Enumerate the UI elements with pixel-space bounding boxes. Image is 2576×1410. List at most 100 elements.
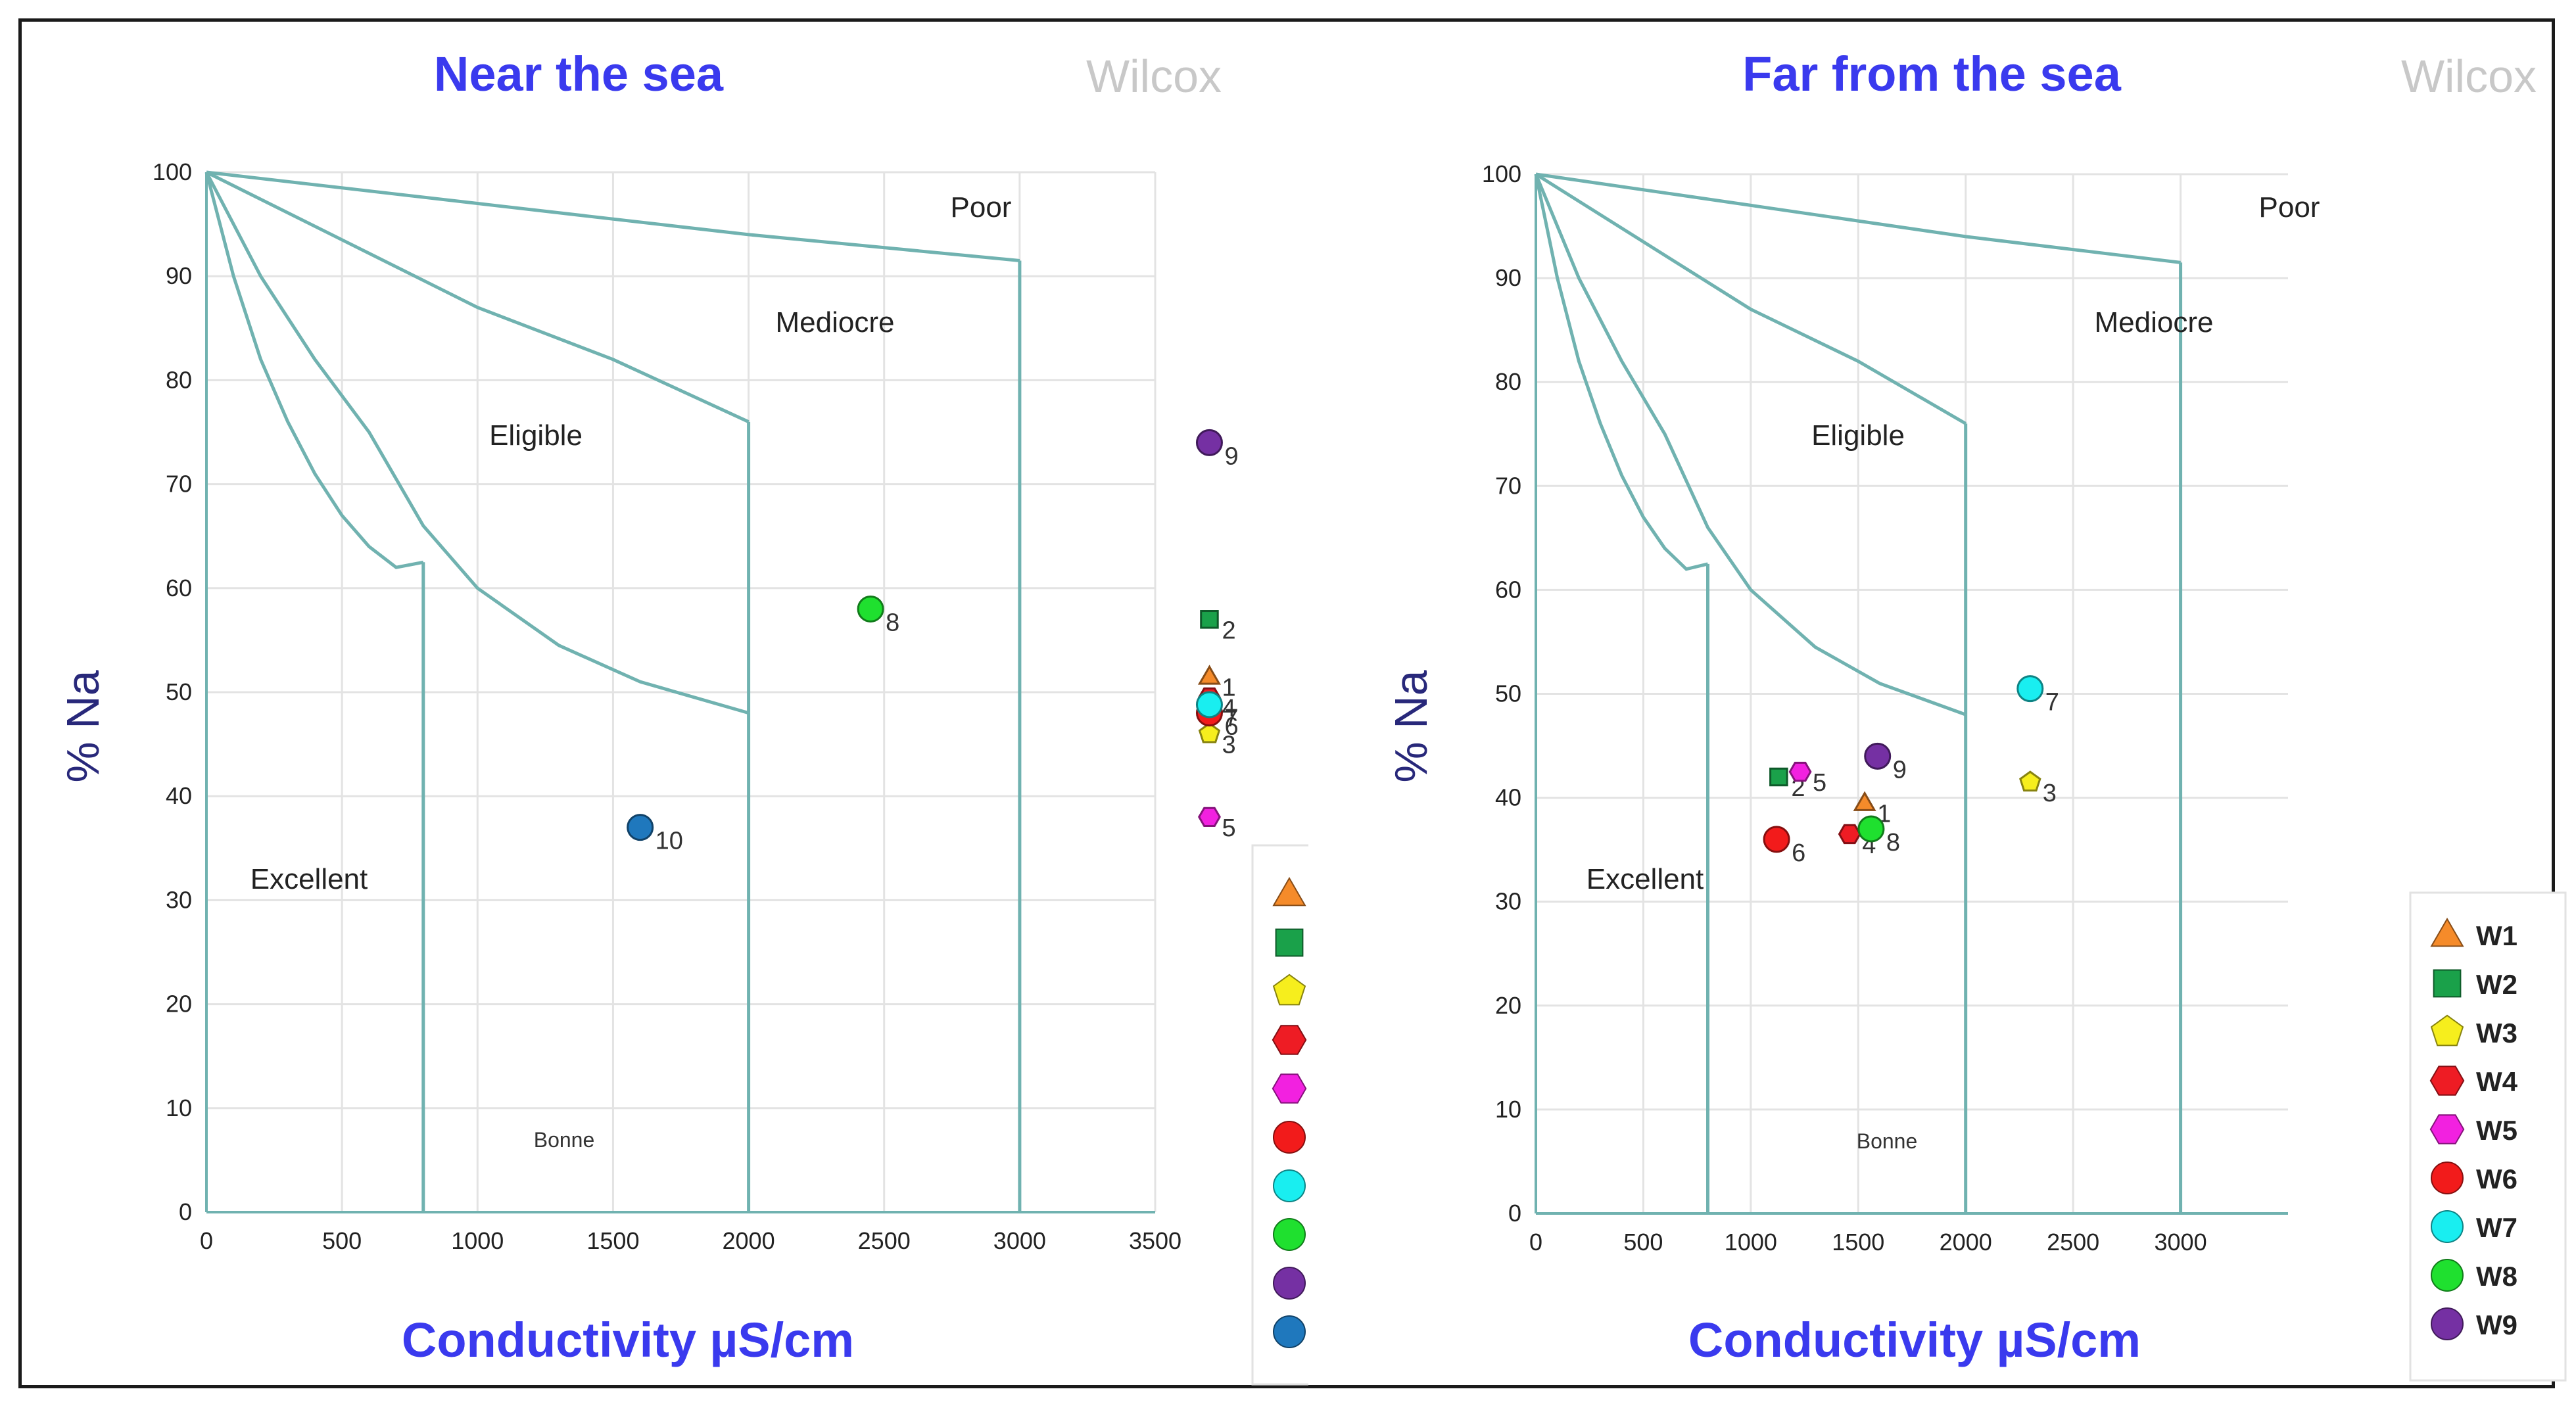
y-tick-label: 60 <box>166 575 192 601</box>
legend-marker-w7 <box>1273 1169 1306 1202</box>
y-tick-label: 50 <box>166 678 192 705</box>
legend-marker-w6 <box>1273 1121 1306 1154</box>
legend-marker-w1 <box>2430 917 2464 947</box>
boundary-poor <box>1535 172 2181 264</box>
data-point-w5 <box>1788 761 1812 782</box>
data-point-label: 9 <box>1893 756 1907 784</box>
x-tick-label: 2000 <box>1940 1229 1992 1256</box>
region-label-poor: Poor <box>951 191 1012 223</box>
legend-label-w1: W1 <box>2476 920 2517 951</box>
legend-marker-w2 <box>2433 969 2462 998</box>
legend-marker-w9 <box>2431 1307 2464 1340</box>
data-point-w1 <box>1853 791 1876 811</box>
legend-label-w8: W8 <box>2476 1261 2517 1292</box>
data-point-w7 <box>1195 691 1223 718</box>
region-label-eligible: Eligible <box>1811 419 1905 452</box>
y-tick-label: 10 <box>1495 1096 1521 1123</box>
y-tick-label: 90 <box>1495 264 1521 291</box>
legend-marker-w8 <box>2431 1259 2464 1292</box>
chart-title: Far from the sea <box>1742 47 2122 101</box>
legend-label-w3: W3 <box>2476 1018 2517 1048</box>
y-axis-label: % Na <box>1385 670 1437 782</box>
boundary-eligible <box>204 171 750 715</box>
data-point-w3 <box>1198 722 1221 743</box>
data-point-label: 5 <box>1222 814 1235 842</box>
region-label-mediocre: Mediocre <box>776 306 895 339</box>
y-tick-label: 100 <box>153 158 192 185</box>
y-tick-label: 0 <box>179 1198 192 1225</box>
data-point-label: 7 <box>1224 705 1238 732</box>
y-tick-label: 20 <box>166 991 192 1018</box>
data-point-w9 <box>1864 742 1892 770</box>
x-tick-label: 1500 <box>586 1227 639 1254</box>
data-point-label: 1 <box>1222 674 1235 701</box>
legend-label-w9: W9 <box>2476 1309 2517 1340</box>
data-point-w1 <box>1197 665 1221 685</box>
x-axis-label: Conductivity µS/cm <box>402 1313 854 1367</box>
region-label-excellent: Excellent <box>250 863 368 895</box>
data-point-w2 <box>1769 767 1788 787</box>
x-tick-label: 2000 <box>723 1227 775 1254</box>
data-point-w4 <box>1838 824 1861 845</box>
y-tick-label: 70 <box>1495 472 1521 499</box>
data-point-label: 2 <box>1222 617 1235 644</box>
y-tick-label: 20 <box>1495 992 1521 1019</box>
data-point-label: 5 <box>1813 769 1826 797</box>
boundary-excellent <box>1534 174 1709 571</box>
y-tick-label: 40 <box>1495 784 1521 811</box>
data-point-w6 <box>1763 826 1790 853</box>
y-tick-label: 80 <box>1495 368 1521 395</box>
legend-marker-w1 <box>1272 876 1306 906</box>
chart-title: Near the sea <box>434 47 724 101</box>
region-label-bonne: Bonne <box>534 1128 595 1152</box>
data-point-label: 4 <box>1222 695 1235 722</box>
legend-marker-w3 <box>2430 1014 2464 1046</box>
x-tick-label: 0 <box>1529 1229 1542 1256</box>
data-point-w10 <box>627 814 654 841</box>
data-point-label: 8 <box>1886 829 1900 857</box>
x-tick-label: 1000 <box>451 1227 504 1254</box>
region-label-bonne: Bonne <box>1857 1129 1918 1153</box>
figure-frame <box>18 18 2555 1388</box>
data-point-w5 <box>1197 807 1221 827</box>
region-label-excellent: Excellent <box>1586 863 1704 895</box>
y-axis-label: % Na <box>57 670 108 782</box>
x-tick-label: 2500 <box>2047 1229 2099 1256</box>
legend-marker-w4 <box>2429 1066 2465 1096</box>
y-tick-label: 0 <box>1508 1200 1521 1227</box>
legend-marker-w5 <box>1272 1073 1307 1104</box>
y-tick-label: 80 <box>166 366 192 393</box>
y-tick-label: 100 <box>1482 160 1521 187</box>
region-label-mediocre: Mediocre <box>2095 306 2214 339</box>
x-tick-label: 2500 <box>858 1227 911 1254</box>
x-axis-label: Conductivity µS/cm <box>1688 1313 2141 1367</box>
boundary-mediocre <box>1535 172 1967 425</box>
y-tick-label: 40 <box>166 782 192 809</box>
data-point-label: 8 <box>886 609 899 636</box>
data-point-w9 <box>1195 429 1223 456</box>
legend-marker-w5 <box>2429 1114 2465 1144</box>
legend-label-w4: W4 <box>2476 1066 2518 1097</box>
boundary-excellent <box>204 172 424 569</box>
chart-far-from-the-sea: Far from the sea Wilcox010203040506070809… <box>1385 47 2567 1382</box>
x-tick-label: 3500 <box>1129 1227 1181 1254</box>
legend-marker-w2 <box>1275 928 1304 957</box>
data-point-w3 <box>2019 770 2041 792</box>
x-tick-label: 500 <box>1623 1229 1663 1256</box>
legend-marker-w7 <box>2431 1210 2464 1243</box>
x-tick-label: 500 <box>322 1227 362 1254</box>
data-point-w8 <box>857 595 884 623</box>
legend-label-w2: W2 <box>2476 969 2517 1000</box>
region-label-eligible: Eligible <box>489 419 583 452</box>
y-tick-label: 60 <box>1495 576 1521 603</box>
legend-label-w5: W5 <box>2476 1115 2517 1146</box>
boundary-eligible <box>1534 174 1967 717</box>
boundary-mediocre <box>205 170 750 423</box>
data-point-w7 <box>2016 675 2044 703</box>
y-tick-label: 30 <box>1495 888 1521 915</box>
data-point-label: 3 <box>2043 780 2057 807</box>
x-tick-label: 3000 <box>2155 1229 2207 1256</box>
data-point-w2 <box>1200 610 1219 629</box>
y-tick-label: 70 <box>166 471 192 498</box>
data-point-label: 9 <box>1224 442 1238 470</box>
